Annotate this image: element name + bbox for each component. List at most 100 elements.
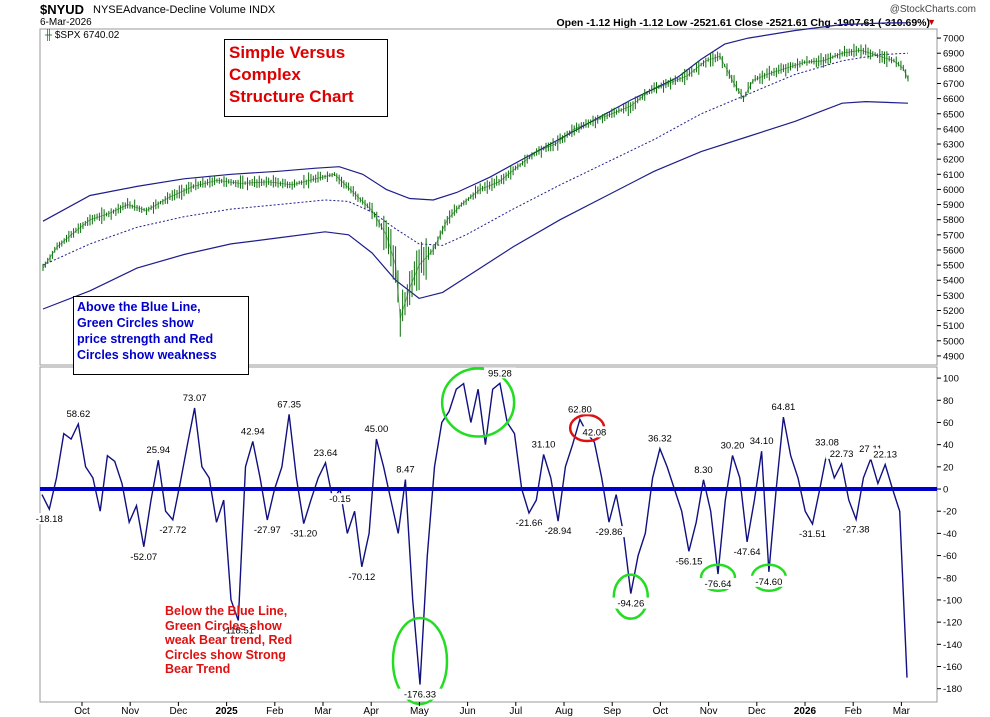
data-label: -27.38 <box>843 524 870 535</box>
lower-note-line: Bear Trend <box>165 662 231 676</box>
data-label-bg <box>178 391 211 403</box>
data-label-bg <box>309 446 342 458</box>
y-tick-label: 6800 <box>943 64 964 75</box>
data-label-bg <box>527 438 560 450</box>
data-label-bg <box>699 578 737 590</box>
x-tick-label: Jul <box>509 706 522 717</box>
y-tick-label: 6000 <box>943 185 964 196</box>
data-label-bg <box>142 444 175 456</box>
data-label: -29.86 <box>596 527 623 538</box>
upper-frame <box>39 28 938 366</box>
y-tick-label: 5400 <box>943 276 964 287</box>
x-tick-label: Mar <box>893 706 911 717</box>
y-tick-label: -80 <box>943 573 957 584</box>
spx-price-panel: 4900 5000 5100 5200 5300 5400 5500 5600 5700 5800… <box>39 22 964 366</box>
y-tick-label: 5200 <box>943 306 964 317</box>
y-tick-label: 0 <box>943 485 948 496</box>
data-label-bg <box>539 525 577 537</box>
data-label-bg <box>324 493 357 505</box>
y-tick-label: -140 <box>943 640 962 651</box>
data-label-bg <box>837 523 875 535</box>
data-label: 62.80 <box>568 404 592 415</box>
data-label-bg <box>124 550 163 562</box>
lower-note-line: Circles show Strong <box>165 647 286 662</box>
title-line: Complex <box>229 65 301 84</box>
x-tick-label: May <box>410 706 429 717</box>
data-label-bg <box>750 575 788 587</box>
data-label: -28.94 <box>545 526 572 537</box>
y-tick-label: 6900 <box>943 49 964 60</box>
data-label-bg <box>869 448 902 460</box>
data-label: -27.97 <box>254 525 281 536</box>
x-tick-label: Feb <box>266 706 284 717</box>
data-label: 22.13 <box>873 449 897 460</box>
data-label-bg <box>30 513 69 525</box>
data-label-bg <box>716 439 749 451</box>
data-label: -31.20 <box>290 529 317 540</box>
x-tick-label: Nov <box>121 706 139 717</box>
data-label-bg <box>825 447 858 459</box>
y-tick-label: -120 <box>943 618 962 629</box>
y-tick-label: 40 <box>943 440 954 451</box>
y-tick-label: 6500 <box>943 109 964 120</box>
y-tick-label: 5000 <box>943 336 964 347</box>
data-label: -0.15 <box>329 494 351 505</box>
upper-band-line <box>42 22 908 222</box>
y-tick-label: 5300 <box>943 291 964 302</box>
header-ohlc: Open -1.12 High -1.12 Low -2521.61 Close… <box>556 17 931 29</box>
y-tick-label: 60 <box>943 418 954 429</box>
x-tick-label: Apr <box>363 706 379 717</box>
overlay-legend: ╫ $SPX 6740.02 <box>45 30 119 41</box>
data-label-bg <box>398 688 442 700</box>
data-label-bg <box>590 526 628 538</box>
y-tick-label: -180 <box>943 684 962 695</box>
data-label: -21.66 <box>516 518 543 529</box>
header-exchange: NYSE <box>93 4 123 16</box>
green-circle <box>699 563 737 593</box>
x-tick-label: Feb <box>845 706 863 717</box>
chg-down-icon: ▼ <box>927 17 936 27</box>
data-label: -70.12 <box>348 572 375 583</box>
y-tick-label: -60 <box>943 551 957 562</box>
x-tick-label: Dec <box>748 706 766 717</box>
data-label-bg <box>670 555 708 567</box>
x-tick-label: Oct <box>74 706 90 717</box>
lower-band-line <box>42 100 909 310</box>
y-tick-label: 5100 <box>943 321 964 332</box>
data-label: -31.51 <box>799 529 826 540</box>
upper-note-line: Circles show weakness <box>77 348 217 362</box>
green-circle <box>440 367 516 438</box>
data-label: 8.30 <box>694 465 713 476</box>
data-label-bg <box>611 597 650 609</box>
data-label-bg <box>767 401 800 413</box>
data-label-bg <box>273 398 306 410</box>
data-label: 73.07 <box>183 393 207 404</box>
x-tick-label: 2025 <box>215 706 238 717</box>
y-tick-label: 100 <box>943 374 959 385</box>
data-label-bg <box>728 545 766 557</box>
data-label: 67.35 <box>277 399 301 410</box>
data-label-bg <box>343 570 381 582</box>
data-label: 33.08 <box>815 437 839 448</box>
data-label: -118.51 <box>223 625 255 636</box>
y-tick-label: 6100 <box>943 170 964 181</box>
data-label: 34.10 <box>750 436 774 447</box>
data-label: 22.73 <box>830 449 854 460</box>
y-tick-label: -20 <box>943 507 957 518</box>
data-label: 8.47 <box>396 465 415 476</box>
y-tick-label: 5900 <box>943 200 964 211</box>
data-label-bg <box>62 407 95 419</box>
y-tick-label: 6200 <box>943 155 964 166</box>
data-label-bg <box>248 524 287 536</box>
y-tick-label: 7000 <box>943 34 964 45</box>
data-label: -56.15 <box>675 556 702 567</box>
lower-frame <box>39 366 938 703</box>
data-label: 31.10 <box>532 440 556 451</box>
data-label: 36.32 <box>648 434 672 445</box>
y-tick-label: 5500 <box>943 261 964 272</box>
data-label: 95.28 <box>488 368 512 379</box>
lower-note-line: Green Circles show <box>165 618 282 633</box>
y-tick-label: 6400 <box>943 124 964 135</box>
header-watermark: @StockCharts.com <box>889 4 976 15</box>
